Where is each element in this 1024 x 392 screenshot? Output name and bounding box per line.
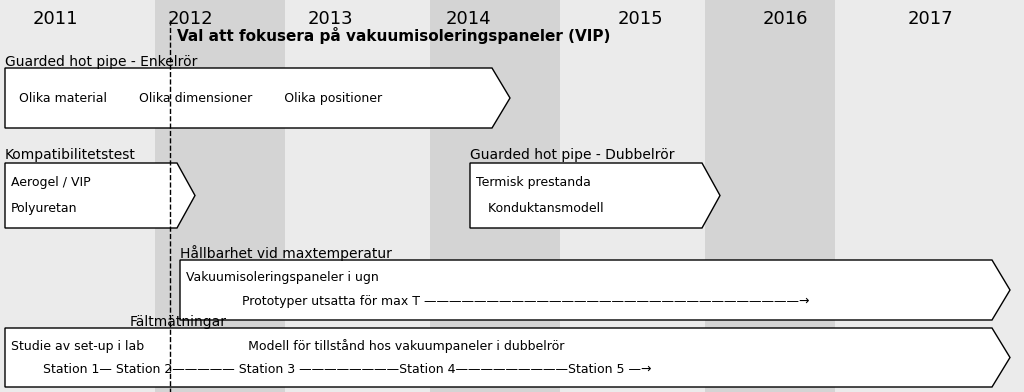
Polygon shape <box>5 328 1010 387</box>
Text: Polyuretan: Polyuretan <box>11 202 78 215</box>
Text: 2015: 2015 <box>617 10 663 28</box>
Text: Guarded hot pipe - Enkelrör: Guarded hot pipe - Enkelrör <box>5 55 198 69</box>
Text: Vakuumisoleringspaneler i ugn: Vakuumisoleringspaneler i ugn <box>186 272 379 285</box>
Polygon shape <box>5 163 195 228</box>
Text: Konduktansmodell: Konduktansmodell <box>476 202 603 215</box>
Text: 2013: 2013 <box>307 10 353 28</box>
Bar <box>155 0 285 392</box>
Text: 2016: 2016 <box>762 10 808 28</box>
Bar <box>430 0 560 392</box>
Text: Hållbarhet vid maxtemperatur: Hållbarhet vid maxtemperatur <box>180 245 392 261</box>
Text: Aerogel / VIP: Aerogel / VIP <box>11 176 91 189</box>
Text: 2011: 2011 <box>32 10 78 28</box>
Text: 2017: 2017 <box>907 10 952 28</box>
Polygon shape <box>470 163 720 228</box>
Text: Station 1— Station 2————— Station 3 ————————Station 4—————————Station 5 —→: Station 1— Station 2————— Station 3 ————… <box>11 363 651 376</box>
Text: 2012: 2012 <box>167 10 213 28</box>
Text: Prototyper utsatta för max T ——————————————————————————————→: Prototyper utsatta för max T ———————————… <box>186 296 810 309</box>
Text: 2014: 2014 <box>445 10 490 28</box>
Bar <box>705 0 835 392</box>
Text: Guarded hot pipe - Dubbelrör: Guarded hot pipe - Dubbelrör <box>470 148 675 162</box>
Polygon shape <box>180 260 1010 320</box>
Text: Studie av set-up i lab                          Modell för tillstånd hos vakuump: Studie av set-up i lab Modell för tillst… <box>11 339 564 353</box>
Polygon shape <box>5 68 510 128</box>
Text: Termisk prestanda: Termisk prestanda <box>476 176 591 189</box>
Text: Kompatibilitetstest: Kompatibilitetstest <box>5 148 136 162</box>
Text: Fältmätningar: Fältmätningar <box>130 315 227 329</box>
Text: Val att fokusera på vakuumisoleringspaneler (VIP): Val att fokusera på vakuumisoleringspane… <box>177 27 610 44</box>
Text: Olika material        Olika dimensioner        Olika positioner: Olika material Olika dimensioner Olika p… <box>11 91 382 105</box>
